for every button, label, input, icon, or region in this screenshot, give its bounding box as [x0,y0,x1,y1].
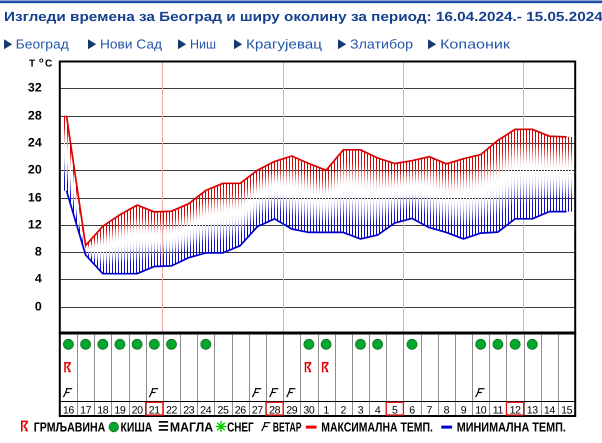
svg-text:T: T [29,59,35,70]
svg-text:Београд: Београд [16,37,70,52]
svg-text:29: 29 [286,404,297,416]
svg-text:4: 4 [35,272,42,286]
svg-text:0: 0 [35,300,42,314]
svg-text:24: 24 [28,136,42,150]
svg-text:КИША: КИША [121,419,153,434]
svg-text:32: 32 [28,81,42,95]
svg-text:12: 12 [510,404,521,416]
svg-text:30: 30 [303,404,314,416]
svg-text:8: 8 [444,404,450,416]
svg-text:12: 12 [28,218,42,232]
svg-text:9: 9 [461,404,467,416]
svg-text:СНЕГ: СНЕГ [227,419,254,434]
svg-text:2: 2 [341,404,347,416]
svg-text:Златибор: Златибор [350,37,413,52]
svg-text:13: 13 [527,404,538,416]
svg-text:18: 18 [97,404,108,416]
svg-text:25: 25 [218,404,229,416]
svg-text:16: 16 [63,404,74,416]
svg-text:14: 14 [544,404,555,416]
svg-text:Нови Сад: Нови Сад [100,37,162,52]
svg-text:8: 8 [35,245,42,259]
svg-text:3: 3 [358,404,364,416]
svg-text:11: 11 [493,404,504,416]
svg-text:МИНИМАЛНА ТЕМП.: МИНИМАЛНА ТЕМП. [457,419,566,434]
svg-text:ВЕТАР: ВЕТАР [273,419,302,434]
svg-text:28: 28 [269,404,280,416]
svg-text:ГРМЉАВИНА: ГРМЉАВИНА [34,419,106,434]
svg-text:1: 1 [323,404,329,416]
svg-text:МАГЛА: МАГЛА [170,419,214,434]
svg-text:27: 27 [252,404,263,416]
svg-text:22: 22 [166,404,177,416]
svg-text:24: 24 [200,404,211,416]
svg-text:26: 26 [235,404,246,416]
svg-text:28: 28 [28,109,42,123]
svg-text:21: 21 [149,404,160,416]
svg-text:Ниш: Ниш [190,37,216,52]
svg-text:Изгледи времена за Београд и ш: Изгледи времена за Београд и ширу околин… [4,9,602,24]
svg-text:6: 6 [409,404,415,416]
svg-text:20: 20 [28,163,42,177]
svg-text:Копаоник: Копаоник [440,37,510,52]
svg-text:16: 16 [28,191,42,205]
svg-text:20: 20 [132,404,143,416]
svg-text:10: 10 [475,404,486,416]
svg-text:C: C [45,59,52,70]
svg-text:МАКСИМАЛНА ТЕМП.: МАКСИМАЛНА ТЕМП. [321,419,433,434]
svg-text:4: 4 [375,404,381,416]
svg-text:19: 19 [114,404,125,416]
svg-text:5: 5 [392,404,398,416]
svg-text:7: 7 [426,404,432,416]
svg-text:17: 17 [80,404,91,416]
svg-text:Крагујевац: Крагујевац [246,37,323,52]
svg-text:15: 15 [561,404,572,416]
svg-text:23: 23 [183,404,194,416]
svg-text:o: o [39,56,44,65]
